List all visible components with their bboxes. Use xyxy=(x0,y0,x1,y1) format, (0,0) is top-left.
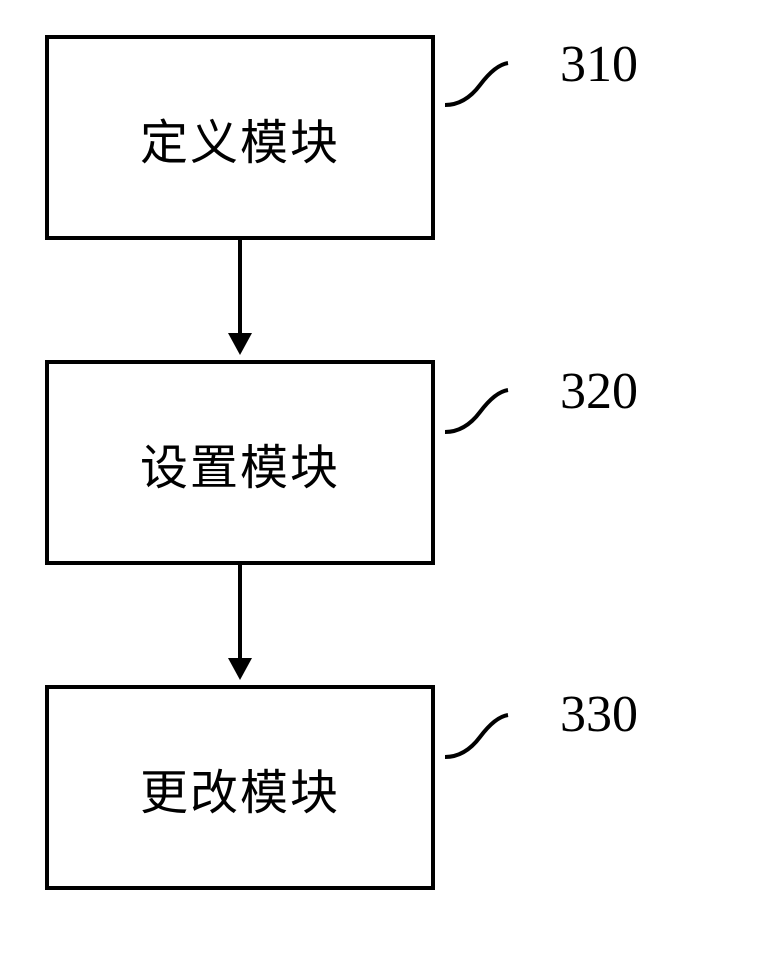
arrow-head-icon xyxy=(228,333,252,355)
connector-curve-2 xyxy=(440,387,510,437)
number-label-330: 330 xyxy=(560,685,638,744)
arrow-line-icon xyxy=(238,240,242,335)
box-define-module: 定义模块 xyxy=(45,35,435,240)
box-label: 定义模块 xyxy=(140,103,340,173)
flowchart-container: 定义模块 设置模块 更改模块 310 320 330 xyxy=(45,35,745,890)
box-label: 更改模块 xyxy=(140,753,340,823)
connector-curve-1 xyxy=(440,60,510,110)
arrow-1 xyxy=(45,240,435,360)
box-label: 设置模块 xyxy=(140,428,340,498)
number-label-320: 320 xyxy=(560,362,638,421)
arrow-2 xyxy=(45,565,435,685)
arrow-head-icon xyxy=(228,658,252,680)
box-setting-module: 设置模块 xyxy=(45,360,435,565)
connector-curve-3 xyxy=(440,712,510,762)
box-change-module: 更改模块 xyxy=(45,685,435,890)
number-label-310: 310 xyxy=(560,35,638,94)
arrow-line-icon xyxy=(238,565,242,660)
